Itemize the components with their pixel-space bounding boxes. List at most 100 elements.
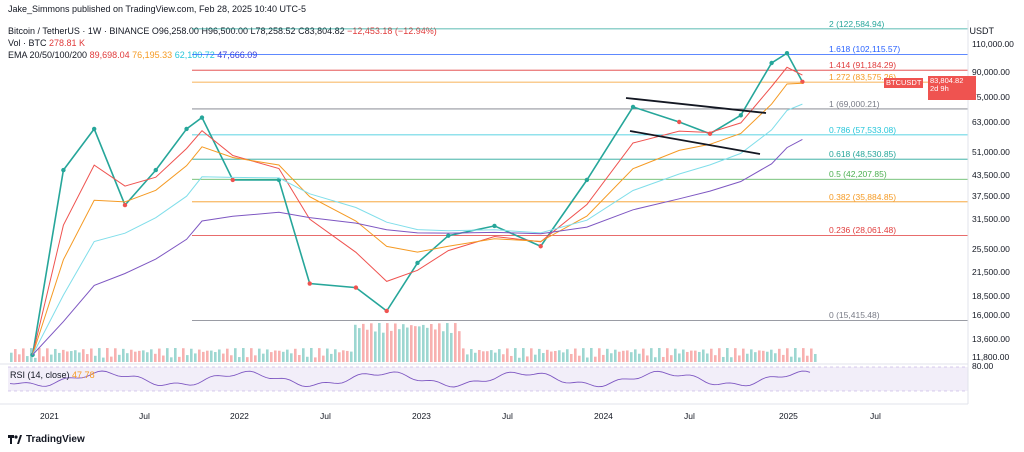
volume-bar	[146, 352, 149, 362]
volume-bar	[458, 331, 461, 362]
volume-bar	[594, 356, 597, 362]
volume-bar	[186, 355, 189, 362]
volume-bar	[474, 352, 477, 362]
volume-bar	[62, 349, 65, 362]
price-point	[677, 119, 682, 125]
ema-50-value: 76,195.33	[132, 50, 173, 60]
volume-bar	[810, 348, 813, 362]
volume-bar	[706, 353, 709, 362]
volume-bar	[278, 350, 281, 362]
volume-bar	[190, 348, 193, 362]
volume-bar	[226, 348, 229, 362]
price-tick: 11,800.00	[972, 352, 1010, 362]
volume-bar	[390, 330, 393, 362]
volume-bar	[242, 348, 245, 362]
volume-bar	[698, 351, 701, 362]
ema-200-value: 47,666.09	[217, 50, 258, 60]
volume-bar	[542, 353, 545, 362]
volume-bar	[282, 351, 285, 362]
date-tick: Jul	[684, 411, 695, 421]
publish-info: Jake_Simmons published on TradingView.co…	[8, 4, 307, 14]
branding-text: TradingView	[26, 434, 85, 445]
price-point	[784, 50, 790, 56]
volume-bar	[286, 349, 289, 362]
volume-bar	[478, 349, 481, 362]
price-point	[91, 126, 97, 132]
fib-level-label: 0.382 (35,884.85)	[829, 191, 897, 202]
volume-bar	[582, 348, 585, 362]
fib-level-label: 2 (122,584.94)	[829, 18, 885, 29]
rsi-value: 47.78	[72, 370, 95, 380]
axis-currency: USDT	[969, 26, 995, 36]
volume-bar	[722, 356, 725, 362]
date-tick: 2024	[594, 411, 613, 421]
volume-bar	[774, 353, 777, 362]
price-point	[307, 281, 312, 286]
volume-bar	[510, 355, 513, 362]
volume-bar	[178, 356, 181, 362]
volume-bar	[618, 351, 621, 362]
volume-bar	[70, 351, 73, 362]
volume-bar	[342, 350, 345, 362]
volume-bar	[530, 348, 533, 362]
price-point	[630, 104, 636, 110]
tradingview-logo[interactable]: TradingView	[8, 434, 85, 445]
rsi-tick: 80.00	[972, 361, 994, 371]
volume-bar	[714, 355, 717, 362]
price-series-line	[31, 52, 804, 356]
volume-bar	[502, 354, 505, 362]
volume-bar	[26, 356, 29, 362]
volume-bar	[434, 329, 437, 362]
volume-bar	[402, 324, 405, 362]
volume-bar	[122, 348, 125, 362]
volume-bar	[498, 349, 501, 362]
volume-bar	[294, 348, 297, 362]
volume-bar	[74, 350, 77, 362]
symbol-line: Bitcoin / TetherUS · 1W · BINANCE	[8, 26, 150, 36]
volume-bar	[418, 326, 421, 362]
volume-bar	[334, 349, 337, 362]
volume-bar	[330, 353, 333, 362]
price-point	[415, 260, 420, 266]
volume-bar	[814, 353, 817, 362]
volume-bar	[546, 349, 549, 362]
volume-bar	[426, 327, 429, 362]
volume-bar	[586, 357, 589, 362]
ema-line	[32, 66, 803, 356]
vol-value: 278.81 K	[49, 38, 86, 48]
volume-bar	[646, 355, 649, 362]
price-point	[384, 308, 389, 314]
ohlc-close: C83,804.82	[298, 26, 345, 36]
volume-bar	[578, 355, 581, 362]
volume-bar	[110, 356, 113, 362]
volume-bar	[126, 353, 129, 362]
volume-bar	[762, 350, 765, 362]
volume-bar	[422, 324, 425, 362]
volume-bar	[290, 353, 293, 362]
ohlc-change: −12,453.18 (−12.94%)	[347, 26, 437, 36]
volume-bar	[614, 349, 617, 362]
price-tick: 51,000.00	[972, 147, 1010, 157]
volume-bar	[162, 355, 165, 362]
volume-bar	[138, 350, 141, 362]
volume-bar	[430, 323, 433, 362]
volume-bar	[366, 329, 369, 362]
volume-bar	[754, 352, 757, 362]
volume-bar	[310, 348, 313, 362]
price-point	[184, 126, 189, 132]
volume-bar	[222, 353, 225, 362]
volume-bar	[154, 353, 157, 362]
volume-bar	[734, 348, 737, 362]
volume-bar	[526, 356, 529, 362]
volume-bar	[638, 353, 641, 362]
volume-bar	[134, 351, 137, 362]
price-point	[153, 167, 158, 173]
fib-level-label: 0 (15,415.48)	[829, 310, 880, 321]
fib-level-label: 0.786 (57,533.08)	[829, 124, 897, 135]
volume-bar	[346, 350, 349, 362]
trendline-upper	[625, 97, 767, 114]
volume-bar	[322, 355, 325, 362]
volume-bar	[22, 348, 25, 362]
volume-bar	[730, 357, 733, 362]
volume-bar	[170, 357, 173, 362]
